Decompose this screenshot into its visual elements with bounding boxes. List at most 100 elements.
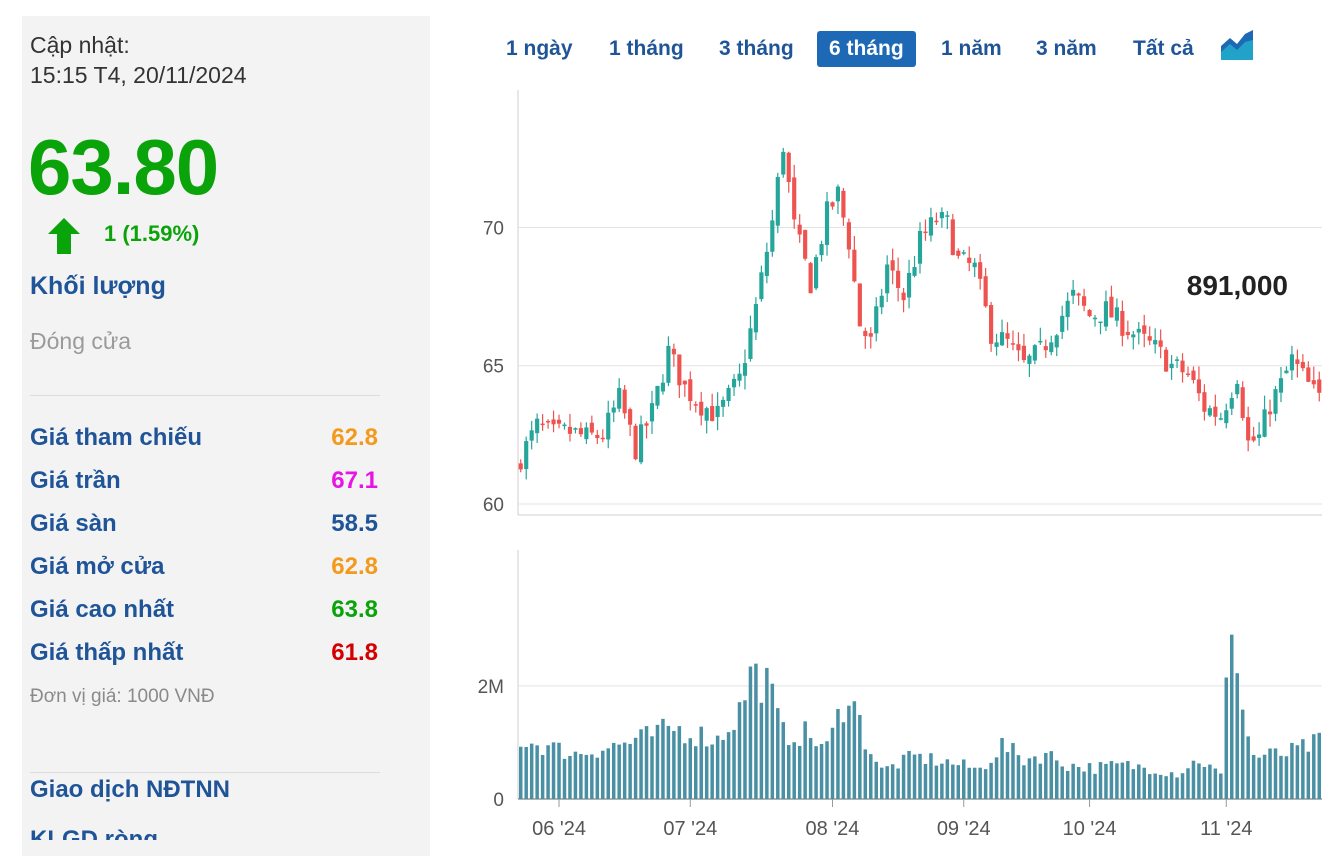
candle-body (879, 295, 884, 308)
volume-bar (962, 759, 966, 799)
candle-body (1125, 331, 1130, 336)
volume-bar (1295, 745, 1300, 799)
candle-body (835, 186, 841, 202)
candle-body (956, 250, 961, 256)
candle-body (584, 427, 589, 440)
volume-bar (1011, 743, 1015, 799)
candle-body (578, 428, 583, 435)
candle-body (1005, 333, 1010, 339)
row-value: 61.8 (331, 639, 378, 666)
volume-bar (748, 666, 753, 799)
candle-body (994, 342, 999, 347)
candle-body (638, 424, 644, 463)
candle-body (688, 379, 693, 402)
volume-bar (836, 708, 840, 799)
tab-1-year[interactable]: 1 năm (941, 37, 1002, 60)
volume-bar (562, 758, 567, 799)
volume-bar (825, 741, 829, 799)
tab-6-months[interactable]: 6 tháng (817, 31, 916, 67)
candle-body (874, 306, 879, 334)
volume-bar (518, 746, 523, 799)
foreign-net-volume-label: KLGD ròng (30, 826, 158, 840)
market-status: Đóng cửa (30, 328, 132, 354)
tab-1-month[interactable]: 1 tháng (609, 37, 684, 60)
candle-body (1103, 301, 1109, 327)
volume-bar (743, 700, 747, 799)
foreign-trading-title[interactable]: Giao dịch NĐTNN (30, 776, 231, 803)
volume-bar (797, 745, 802, 799)
x-tick-label: 08 '24 (806, 818, 860, 840)
candle-body (917, 230, 923, 264)
candle-body (1010, 343, 1016, 345)
tab-3-months[interactable]: 3 tháng (719, 37, 794, 60)
volume-bar (661, 718, 665, 799)
candle-body (595, 434, 600, 439)
candle-body (1262, 409, 1267, 437)
volume-bar (1230, 634, 1234, 799)
candle-body (1306, 367, 1311, 382)
volume-label: Khối lượng (30, 272, 166, 300)
candle-body (1295, 359, 1300, 364)
volume-bar (1240, 709, 1245, 799)
candle-body (622, 389, 627, 414)
tab-1-day[interactable]: 1 ngày (506, 37, 573, 60)
volume-bar (595, 757, 600, 799)
candle-body (1054, 335, 1059, 348)
volume-bar (1082, 771, 1086, 799)
volume-bar (672, 730, 676, 799)
candle-body (814, 257, 819, 289)
volume-bar (683, 743, 687, 799)
tab-all[interactable]: Tất cả (1133, 37, 1194, 60)
volume-bar (1197, 763, 1201, 799)
volume-bar (1054, 760, 1059, 799)
updated-label: Cập nhật: (30, 32, 130, 58)
candle-body (529, 430, 534, 441)
volume-bar (628, 743, 632, 799)
tab-3-years[interactable]: 3 năm (1036, 37, 1097, 60)
volume-bar (869, 754, 873, 799)
volume-bar (754, 663, 758, 799)
candle-body (764, 251, 769, 277)
candle-body (666, 345, 671, 383)
volume-bar (584, 754, 589, 799)
price-tick-label: 65 (483, 357, 504, 378)
candle-body (682, 380, 687, 385)
candle-body (1202, 392, 1207, 412)
row-value: 63.8 (331, 596, 378, 623)
high-price-row: Giá cao nhất 63.8 (30, 596, 378, 626)
volume-bar (929, 753, 933, 799)
candle-body (1032, 345, 1037, 361)
volume-bar (1317, 732, 1322, 799)
volume-bar (1306, 751, 1311, 799)
volume-bar (573, 751, 578, 799)
candle-body (1169, 363, 1174, 369)
volume-bar (847, 705, 851, 799)
candle-body (655, 385, 660, 406)
candle-body (1109, 296, 1114, 318)
candle-body (540, 423, 545, 426)
volume-bar (1164, 776, 1168, 799)
candle-body (989, 305, 994, 344)
volume-bar (776, 708, 780, 799)
updated-time: 15:15 T4, 20/11/2024 (30, 62, 247, 88)
volume-bar (1060, 766, 1064, 799)
volume-bar (688, 738, 693, 799)
candle-body (742, 363, 748, 376)
candle-body (562, 424, 567, 427)
candle-body (1153, 340, 1158, 345)
volume-bar (1268, 748, 1272, 799)
candle-body (671, 348, 676, 355)
candle-body (1224, 410, 1229, 424)
volume-bar (1246, 736, 1250, 799)
volume-bar (639, 729, 643, 799)
candle-body (737, 373, 742, 381)
candle-body (573, 428, 578, 430)
volume-bar (934, 765, 939, 799)
candle-body (617, 387, 622, 409)
floor-price-row: Giá sàn 58.5 (30, 510, 378, 540)
area-chart-icon[interactable] (1221, 30, 1253, 60)
volume-bar (841, 722, 846, 799)
candle-body (715, 405, 720, 417)
volume-bar (1191, 760, 1196, 799)
candle-body (556, 419, 562, 424)
